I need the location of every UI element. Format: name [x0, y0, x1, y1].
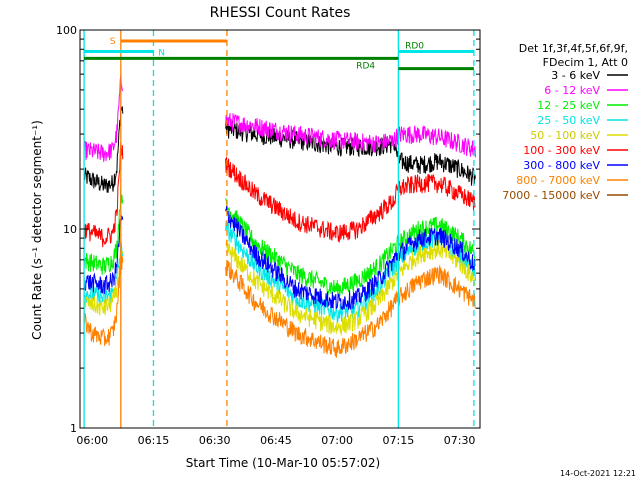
series-line-4	[83, 239, 476, 336]
timestamp-label: 14-Oct-2021 12:21	[560, 469, 636, 478]
legend-header-0: Det 1f,3f,4f,5f,6f,9f,	[519, 42, 628, 55]
legend-label-8: 7000 - 15000 keV	[502, 189, 600, 202]
x-tick-label-3: 06:45	[260, 434, 292, 447]
chart-title: RHESSI Count Rates	[210, 5, 351, 21]
flag-label-rd0: RD0	[405, 41, 424, 51]
series-line-2	[83, 185, 476, 299]
legend-label-7: 800 - 7000 keV	[516, 174, 600, 187]
legend-label-2: 12 - 25 keV	[537, 99, 600, 112]
flag-label-rd4: RD4	[356, 61, 375, 71]
y-tick-label-1: 10	[63, 223, 77, 236]
series-line-5	[83, 142, 476, 248]
legend-label-6: 300 - 800 keV	[523, 159, 600, 172]
legend-label-4: 50 - 100 keV	[530, 129, 600, 142]
x-tick-label-0: 06:00	[76, 434, 108, 447]
y-tick-label-2: 100	[56, 24, 77, 37]
legend-label-0: 3 - 6 keV	[551, 69, 600, 82]
legend-header-1: FDecim 1, Att 0	[543, 56, 628, 69]
flag-label-s: S	[110, 37, 116, 47]
legend-label-3: 25 - 50 keV	[537, 114, 600, 127]
y-axis-label: Count Rate (s⁻¹ detector segment⁻¹)	[30, 120, 44, 340]
series-line-1	[83, 74, 476, 162]
x-tick-label-5: 07:15	[383, 434, 415, 447]
legend-label-1: 6 - 12 keV	[544, 84, 600, 97]
x-tick-label-6: 07:30	[444, 434, 476, 447]
x-tick-label-1: 06:15	[138, 434, 170, 447]
x-tick-label-2: 06:30	[199, 434, 231, 447]
x-tick-label-4: 07:00	[321, 434, 353, 447]
series-line-7	[83, 252, 476, 358]
y-tick-label-0: 1	[70, 422, 77, 435]
legend-label-5: 100 - 300 keV	[523, 144, 600, 157]
x-axis-label: Start Time (10-Mar-10 05:57:02)	[186, 456, 380, 470]
flag-label-n: N	[158, 48, 165, 58]
series-line-6	[83, 205, 476, 310]
